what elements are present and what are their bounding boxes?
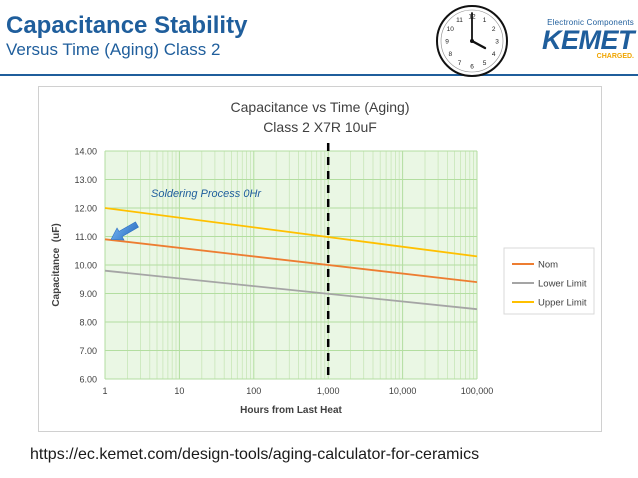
y-tick-label: 11.00 <box>75 232 97 242</box>
clock-number-2: 2 <box>492 26 496 33</box>
clock-number-1: 1 <box>483 17 487 24</box>
clock-number-6: 6 <box>470 64 474 71</box>
y-tick-label: 10.00 <box>74 261 97 271</box>
y-tick-label: 9.00 <box>79 289 97 299</box>
logo-charged: CHARGED. <box>596 53 634 60</box>
clock-inner-ring <box>440 9 504 73</box>
x-tick-label: 100,000 <box>461 386 494 396</box>
clock-number-11: 11 <box>456 17 463 24</box>
x-tick-label: 10,000 <box>389 386 417 396</box>
clock-number-5: 5 <box>483 60 487 67</box>
series-line-nom <box>104 238 478 283</box>
x-axis-label: Hours from Last Heat <box>240 405 342 416</box>
clock-icon: 121234567891011 <box>436 5 508 77</box>
logo-tagline: Electronic Components <box>547 18 634 27</box>
slide-subtitle: Versus Time (Aging) Class 2 <box>6 40 221 59</box>
y-axis-ticks: 6.00 7.00 8.00 9.00 10.00 11.00 12.00 13.00 14.0… <box>74 147 97 385</box>
y-tick-label: 7.00 <box>79 346 97 356</box>
title-divider <box>0 74 638 76</box>
clock-hour-hand <box>470 39 487 50</box>
series-lines <box>104 207 478 311</box>
x-tick-label: 1 <box>102 386 107 396</box>
slide-title: Capacitance Stability <box>6 12 248 39</box>
legend-label: Nom <box>538 260 558 271</box>
legend-items: Nom Lower Limit Upper Limit <box>512 260 587 309</box>
x-tick-label: 100 <box>246 386 261 396</box>
annotation-text: Soldering Process 0Hr <box>151 188 262 200</box>
annotation: Soldering Process 0Hr <box>110 188 262 241</box>
y-tick-label: 12.00 <box>74 204 97 214</box>
logo-wordmark: KEMET <box>542 25 635 55</box>
chart-title: Capacitance vs Time (Aging) <box>231 99 410 115</box>
kemet-logo: Electronic Components KEMET CHARGED. <box>514 18 635 60</box>
clock-number-9: 9 <box>445 39 449 46</box>
clock-center <box>470 39 474 43</box>
clock-number-3: 3 <box>495 39 499 46</box>
annotation-arrow-icon <box>110 221 139 241</box>
series-line-upper-limit <box>104 207 478 258</box>
series-line-lower-limit <box>104 269 478 311</box>
legend-label: Upper Limit <box>538 298 587 309</box>
clock-number-4: 4 <box>492 51 496 58</box>
y-tick-label: 13.00 <box>74 175 97 185</box>
y-tick-label: 14.00 <box>74 147 97 157</box>
x-tick-label: 10 <box>174 386 184 396</box>
clock-number-10: 10 <box>447 26 455 33</box>
legend-label: Lower Limit <box>538 279 587 290</box>
grid-major <box>104 150 478 380</box>
clock-number-7: 7 <box>458 60 462 67</box>
x-axis-ticks: 1 10 100 1,000 10,000 100,000 <box>102 386 493 396</box>
x-tick-label: 1,000 <box>317 386 340 396</box>
aging-chart: Capacitance vs Time (Aging) Class 2 X7R … <box>51 99 595 416</box>
y-tick-label: 6.00 <box>79 375 97 385</box>
y-tick-label: 8.00 <box>79 318 97 328</box>
y-axis-label: Capacitance (uF) <box>51 223 62 306</box>
chart-frame: Capacitance vs Time (Aging) Class 2 X7R … <box>38 86 602 432</box>
chart-subtitle: Class 2 X7R 10uF <box>263 119 377 135</box>
clock-number-8: 8 <box>448 51 452 58</box>
aging-calculator-url[interactable]: https://ec.kemet.com/design-tools/aging-… <box>30 446 480 463</box>
